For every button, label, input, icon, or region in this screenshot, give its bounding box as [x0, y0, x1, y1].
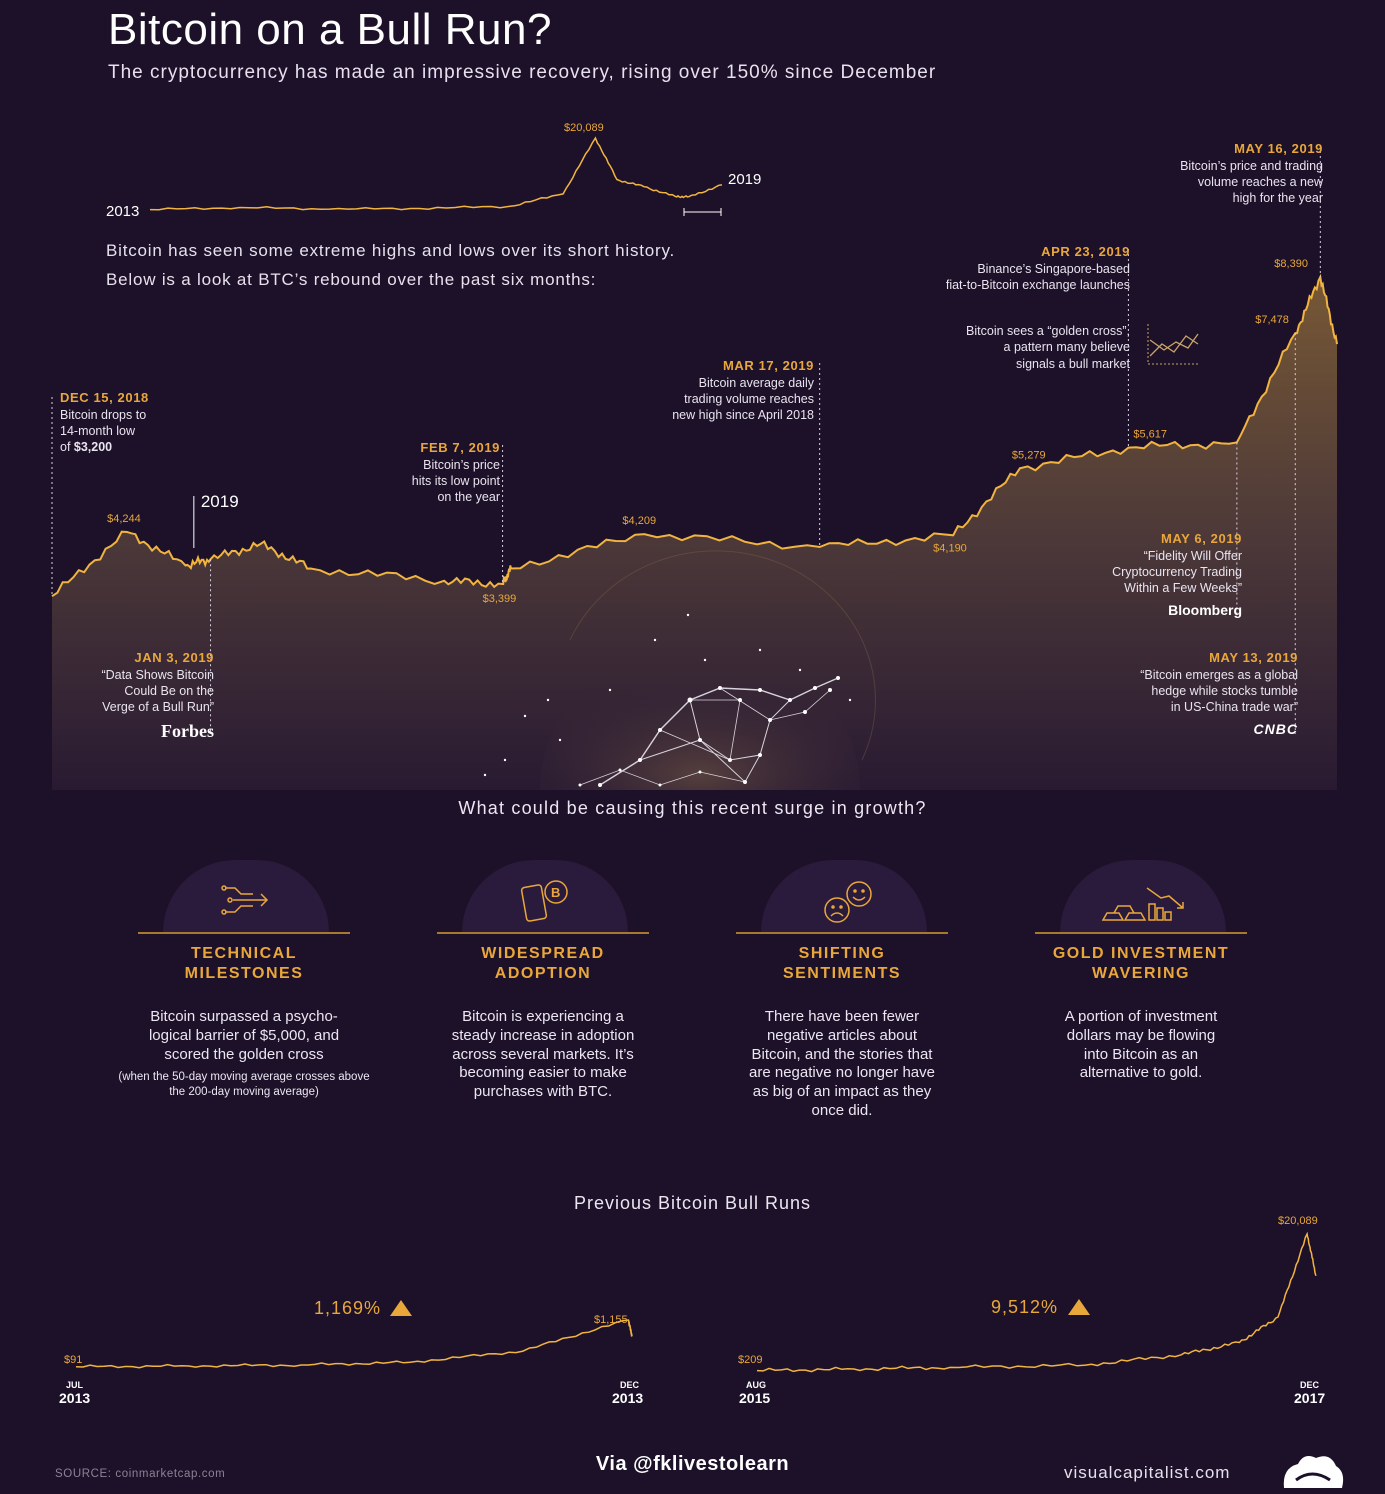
event-dec-15: DEC 15, 2018 Bitcoin drops to 14-month l…	[60, 390, 149, 455]
run1-end-year: 2013	[612, 1390, 643, 1406]
price-label: $4,190	[933, 542, 967, 554]
run1-end-label: $1,155	[594, 1314, 628, 1326]
run1-end-month: DEC	[620, 1380, 640, 1390]
run2-gain: 9,512%	[991, 1297, 1058, 1317]
run2-line	[756, 1231, 1317, 1373]
price-label: $5,617	[1133, 429, 1167, 441]
main-area	[52, 277, 1337, 790]
forbes-logo: Forbes	[161, 720, 214, 741]
event-may-16: MAY 16, 2019 Bitcoin’s price and trading…	[1180, 141, 1323, 206]
bull-constellation-graphic	[483, 550, 876, 790]
price-label: $3,399	[483, 593, 517, 605]
price-label: $7,478	[1255, 314, 1289, 326]
main-chart: 2019 $4,244 $3,399 $4,209 $4,190 $5,279 $5,617…	[51, 146, 1338, 790]
via-credit: Via @fklivestolearn	[595, 1453, 790, 1475]
cause-technical-note: (when the 50-day moving average crosses …	[118, 1071, 370, 1098]
overview-peak-label: $20,089	[564, 122, 604, 134]
overview-chart: 2013 2019 $20,089	[106, 122, 761, 220]
visual-capitalist-logo-icon	[1283, 1456, 1344, 1488]
intro-line-1: Bitcoin has seen some extreme highs and …	[106, 241, 676, 260]
page-subtitle: The cryptocurrency has made an impressiv…	[108, 62, 937, 83]
run2-end-year: 2017	[1294, 1390, 1325, 1406]
bloomberg-logo: Bloomberg	[1168, 601, 1242, 618]
run2-gain-triangle-icon	[1068, 1299, 1090, 1315]
cnbc-logo: CNBC	[1253, 720, 1298, 737]
main-line	[51, 273, 1338, 598]
run2-start-label: $209	[738, 1354, 762, 1366]
phone-bitcoin-icon: B	[520, 880, 568, 922]
source-note: SOURCE: coinmarketcap.com	[55, 1468, 226, 1480]
cause-gold-title: GOLD INVESTMENT WAVERING	[1052, 945, 1230, 982]
cause-adoption-title: WIDESPREAD ADOPTION	[481, 945, 605, 982]
event-may-6: MAY 6, 2019 “Fidelity Will Offer Cryptoc…	[1040, 531, 1242, 619]
event-apr-23: APR 23, 2019 Binance’s Singapore-based f…	[945, 244, 1130, 293]
previous-runs-charts: 1,169% $91 $1,155 JUL 2013 DEC 2013 9,51…	[59, 1215, 1325, 1406]
event-dec-15-text: Bitcoin drops to 14-month low of	[60, 407, 147, 455]
run2-start-month: AUG	[746, 1380, 766, 1390]
cause-adoption-desc: Bitcoin is experiencing a steady increas…	[451, 1008, 635, 1100]
page-title: Bitcoin on a Bull Run?	[108, 5, 552, 54]
event-dec-15-bold: $3,200	[73, 440, 113, 455]
overview-start-label: 2013	[106, 203, 139, 220]
event-feb-7: FEB 7, 2019 Bitcoin’s price hits its low…	[411, 440, 500, 505]
overview-line	[149, 136, 723, 211]
run1-start-label: $91	[64, 1354, 82, 1366]
cause-sentiments-title: SHIFTING SENTIMENTS	[782, 945, 902, 982]
run1-gain: 1,169%	[314, 1298, 381, 1318]
run2-end-month: DEC	[1300, 1380, 1320, 1390]
price-label: $8,390	[1274, 258, 1308, 270]
overview-end-label: 2019	[728, 171, 761, 188]
year-marker-label: 2019	[201, 492, 239, 511]
event-jan-3: JAN 3, 2019 “Data Shows Bitcoin Could Be…	[40, 650, 214, 743]
run1-line	[75, 1319, 633, 1369]
intro-line-2: Below is a look at BTC’s rebound over th…	[106, 270, 597, 289]
golden-cross-icon	[1147, 324, 1200, 365]
price-label: $4,209	[622, 515, 656, 527]
cause-technical-desc: Bitcoin surpassed a psycho- logical barr…	[148, 1008, 340, 1063]
gold-bars-icon	[1101, 887, 1184, 921]
cause-sentiments-desc: There have been fewer negative articles …	[749, 1008, 935, 1119]
run2-end-label: $20,089	[1278, 1215, 1318, 1227]
price-label: $4,244	[107, 513, 141, 525]
causes-question: What could be causing this recent surge …	[458, 798, 927, 818]
event-may-13: MAY 13, 2019 “Bitcoin emerges as a globa…	[1060, 650, 1298, 738]
svg-text:B: B	[551, 885, 560, 900]
circuit-arrow-icon	[221, 885, 269, 915]
run1-start-month: JUL	[66, 1380, 84, 1390]
faces-icon	[824, 881, 872, 923]
cause-technical-title: TECHNICAL MILESTONES	[184, 945, 304, 982]
run1-start-year: 2013	[59, 1390, 90, 1406]
price-label: $5,279	[1012, 449, 1046, 461]
event-mar-17: MAR 17, 2019 Bitcoin average daily tradi…	[672, 358, 814, 423]
brand-url[interactable]: visualcapitalist.com	[1064, 1463, 1231, 1482]
event-golden-cross: Bitcoin sees a “golden cross”, a pattern…	[966, 324, 1130, 371]
run2-start-year: 2015	[739, 1390, 770, 1406]
previous-runs-title: Previous Bitcoin Bull Runs	[573, 1193, 812, 1213]
run1-gain-triangle-icon	[390, 1300, 412, 1316]
cause-gold-desc: A portion of investment dollars may be f…	[1064, 1008, 1218, 1082]
